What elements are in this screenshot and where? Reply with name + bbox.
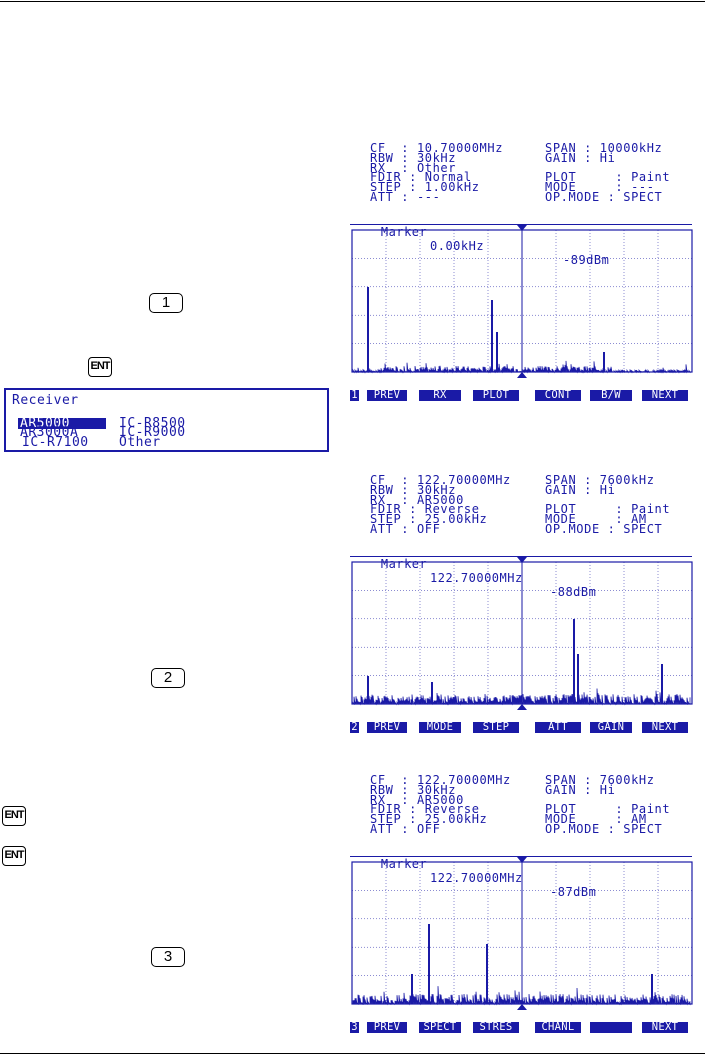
marker-bottom-triangle bbox=[517, 372, 527, 378]
softkey-button[interactable]: GAIN bbox=[590, 722, 632, 733]
softkey-button[interactable]: SPECT bbox=[419, 1022, 461, 1033]
info-right: SPAN : 7600kHz GAIN : Hi PLOT : Paint MO… bbox=[545, 473, 671, 536]
softkey-button[interactable]: ATT bbox=[535, 722, 581, 733]
marker-label: Marker bbox=[380, 857, 428, 871]
softkey-button[interactable]: PREV bbox=[367, 722, 407, 733]
softkey-button[interactable]: NEXT bbox=[642, 722, 688, 733]
receiver-option-ar3000a[interactable]: AR3000A bbox=[20, 425, 79, 440]
softkey-button[interactable]: STEP bbox=[473, 722, 519, 733]
marker-label: Marker bbox=[380, 225, 428, 239]
receiver-option-ic-r9000[interactable]: IC-R9000 bbox=[119, 425, 186, 440]
enter-key-icon: ENT bbox=[88, 357, 112, 377]
analyzer-screen-1: CF : 10.70000MHz RBW : 30kHz RX : Other … bbox=[350, 140, 705, 402]
marker-level: -89dBm bbox=[563, 253, 610, 267]
key-3-icon: 3 bbox=[151, 947, 185, 967]
softkey-bar: 3 PREV SPECT STRES CHANL NEXT bbox=[350, 1022, 695, 1034]
softkey-button[interactable] bbox=[590, 1022, 632, 1033]
marker-bottom-triangle bbox=[517, 704, 527, 710]
top-rule bbox=[0, 1, 705, 2]
info-left: CF : 122.70000MHz RBW : 30kHz RX : AR500… bbox=[370, 473, 511, 536]
marker-readout: Marker 0.00kHz -89dBm bbox=[350, 211, 609, 281]
noise-trace bbox=[352, 360, 691, 374]
enter-key-icon: ENT bbox=[2, 846, 26, 866]
marker-rule bbox=[350, 224, 692, 225]
softkey-button[interactable]: RX bbox=[419, 390, 461, 401]
marker-top-triangle bbox=[517, 857, 527, 863]
marker-rule bbox=[350, 556, 692, 557]
analyzer-screen-2: CF : 122.70000MHz RBW : 30kHz RX : AR500… bbox=[350, 472, 705, 734]
spectrum-plot bbox=[351, 557, 693, 710]
softkey-button[interactable]: CONT bbox=[535, 390, 581, 401]
bottom-rule bbox=[0, 1053, 705, 1054]
softkey-button[interactable]: CHANL bbox=[535, 1022, 581, 1033]
receiver-title: Receiver bbox=[12, 393, 79, 408]
info-right: SPAN : 7600kHz GAIN : Hi PLOT : Paint MO… bbox=[545, 773, 671, 836]
softkey-button[interactable]: NEXT bbox=[642, 1022, 688, 1033]
spectrum-plot bbox=[351, 225, 693, 378]
marker-freq: 122.70000MHz bbox=[430, 871, 523, 885]
receiver-option-other[interactable]: Other bbox=[119, 435, 161, 450]
marker-level: -87dBm bbox=[550, 885, 597, 899]
receiver-select-box: Receiver AR5000 IC-R8500 AR3000A IC-R900… bbox=[4, 388, 329, 452]
softkey-button[interactable]: PLOT bbox=[473, 390, 519, 401]
marker-bottom-triangle bbox=[517, 1004, 527, 1010]
marker-rule bbox=[350, 856, 692, 857]
softkey-button[interactable]: STRES bbox=[473, 1022, 519, 1033]
noise-trace bbox=[352, 986, 691, 1006]
marker-readout: Marker 122.70000MHz -88dBm bbox=[350, 543, 596, 613]
marker-top-triangle bbox=[517, 557, 527, 563]
marker-freq: 0.00kHz bbox=[430, 239, 485, 253]
marker-top-triangle bbox=[517, 225, 527, 231]
analyzer-screen-3: CF : 122.70000MHz RBW : 30kHz RX : AR500… bbox=[350, 772, 705, 1034]
softkey-button[interactable]: PREV bbox=[367, 390, 407, 401]
key-2-icon: 2 bbox=[151, 668, 185, 688]
softkey-button[interactable]: PREV bbox=[367, 1022, 407, 1033]
key-1-icon: 1 bbox=[149, 293, 183, 313]
receiver-option-ic-r8500[interactable]: IC-R8500 bbox=[119, 416, 186, 431]
info-right: SPAN : 10000kHz GAIN : Hi PLOT : Paint M… bbox=[545, 141, 671, 204]
marker-readout: Marker 122.70000MHz -87dBm bbox=[350, 843, 596, 913]
marker-freq: 122.70000MHz bbox=[430, 571, 523, 585]
enter-key-icon: ENT bbox=[2, 806, 26, 826]
softkey-bar: 1 PREV RX PLOT CONT B/W NEXT bbox=[350, 390, 695, 402]
softkey-page-number: 2 bbox=[350, 721, 359, 733]
softkey-page-number: 3 bbox=[350, 1021, 359, 1033]
receiver-option-ar5000[interactable]: AR5000 bbox=[18, 417, 106, 430]
softkey-button[interactable]: NEXT bbox=[642, 390, 688, 401]
info-left: CF : 10.70000MHz RBW : 30kHz RX : Other … bbox=[370, 141, 504, 204]
softkey-page-number: 1 bbox=[350, 389, 359, 401]
info-left: CF : 122.70000MHz RBW : 30kHz RX : AR500… bbox=[370, 773, 511, 836]
marker-label: Marker bbox=[380, 557, 428, 571]
softkey-bar: 2 PREV MODE STEP ATT GAIN NEXT bbox=[350, 722, 695, 734]
spectrum-plot bbox=[351, 857, 693, 1010]
receiver-option-ic-r7100[interactable]: IC-R7100 bbox=[22, 435, 89, 450]
noise-trace bbox=[352, 688, 691, 706]
softkey-button[interactable]: MODE bbox=[419, 722, 461, 733]
softkey-button[interactable]: B/W bbox=[590, 390, 632, 401]
marker-level: -88dBm bbox=[550, 585, 597, 599]
